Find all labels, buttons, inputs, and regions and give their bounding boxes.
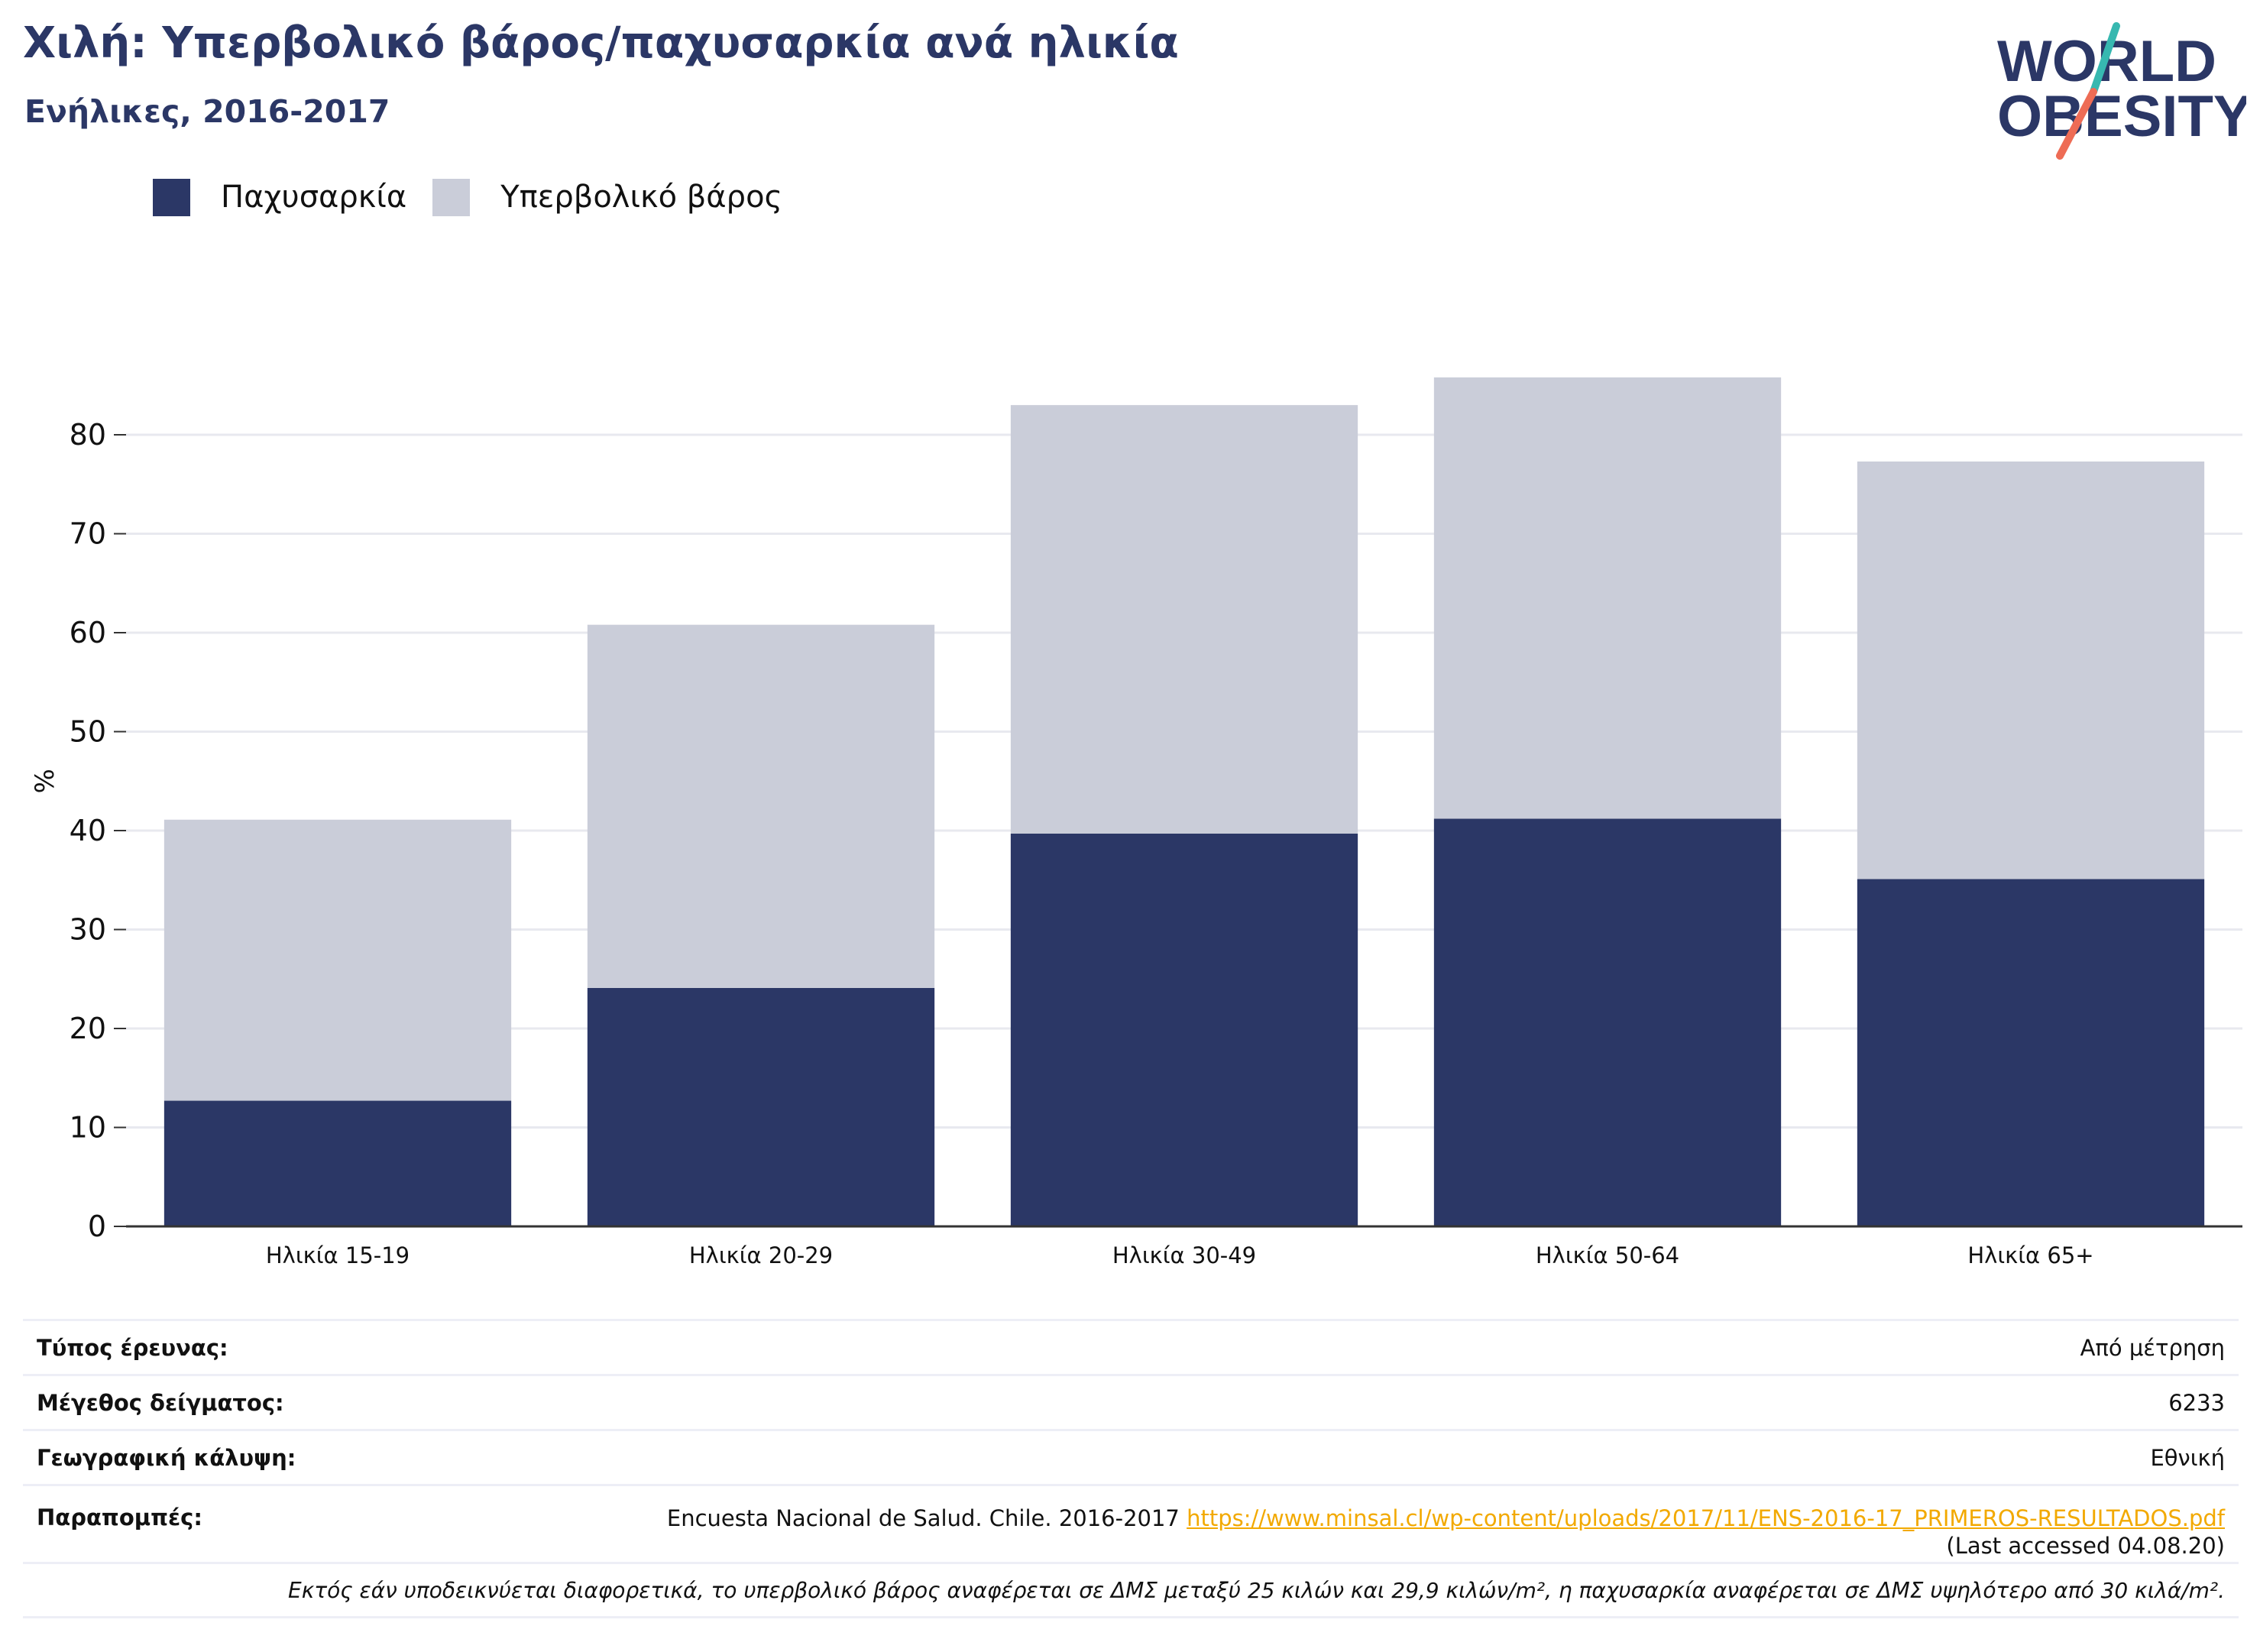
y-tick-label: 20 — [70, 1012, 106, 1045]
info-row-survey-type: Τύπος έρευνας: Από μέτρηση — [23, 1319, 2239, 1374]
stacked-bar-chart: 0 10 20 30 40 50 60 70 80% Ηλικία 15-19 Ηλικία 20-… — [30, 377, 2242, 1268]
y-tick-label: 80 — [70, 418, 106, 452]
bmi-definition-note: Εκτός εάν υποδεικνύεται διαφορετικά, το … — [288, 1577, 2225, 1603]
info-row-sample-size: Μέγεθος δείγματος: 6233 — [23, 1374, 2239, 1429]
bar-overweight — [587, 624, 935, 988]
y-tick-label: 30 — [70, 913, 106, 947]
y-tick-label: 50 — [70, 715, 106, 749]
info-row-note: Εκτός εάν υποδεικνύεται διαφορετικά, το … — [23, 1562, 2239, 1618]
y-tick-label: 70 — [70, 517, 106, 551]
bar-obesity — [587, 987, 935, 1226]
bar-overweight — [1857, 461, 2205, 879]
bar-overweight — [164, 819, 512, 1101]
logo-line-obesity: OBESITY — [1997, 84, 2246, 149]
x-tick-label: Ηλικία 20-29 — [689, 1242, 833, 1268]
bar-obesity — [164, 1100, 512, 1226]
bar-obesity — [1010, 833, 1358, 1226]
legend-item-overweight[interactable]: Υπερβολικό βάρος — [432, 178, 783, 216]
legend-label-overweight: Υπερβολικό βάρος — [500, 180, 783, 215]
bar-obesity — [1433, 818, 1782, 1226]
y-tick-label: 40 — [70, 814, 106, 847]
chart-legend: Παχυσαρκία Υπερβολικό βάρος — [153, 174, 808, 220]
logo-slash-coral — [2056, 88, 2097, 160]
legend-swatch-overweight — [432, 178, 471, 216]
x-tick-label: Ηλικία 50-64 — [1536, 1242, 1679, 1268]
survey-type-value: Από μέτρηση — [2080, 1334, 2225, 1361]
references-value: Encuesta Nacional de Salud. Chile. 2016-… — [667, 1505, 2225, 1560]
logo-slash-teal — [2090, 22, 2120, 96]
legend-item-obesity[interactable]: Παχυσαρκία — [153, 178, 407, 216]
world-obesity-logo: WORLD OBESITY — [1997, 22, 2246, 160]
references-link[interactable]: https://www.minsal.cl/wp-content/uploads… — [1187, 1505, 2225, 1531]
bar-overweight — [1433, 377, 1782, 819]
chart-subtitle: Ενήλικες, 2016-2017 — [24, 93, 390, 130]
info-table: Τύπος έρευνας: Από μέτρηση Μέγεθος δείγμ… — [23, 1319, 2239, 1618]
legend-label-obesity: Παχυσαρκία — [221, 180, 407, 215]
y-tick-label: 10 — [70, 1111, 106, 1145]
info-row-references: Παραπομπές: Encuesta Nacional de Salud. … — [23, 1484, 2239, 1562]
x-tick-label: Ηλικία 15-19 — [266, 1242, 410, 1268]
y-axis-label: % — [30, 769, 60, 793]
bar-overweight — [1010, 405, 1358, 834]
y-tick-label: 60 — [70, 616, 106, 649]
sample-size-label: Μέγεθος δείγματος: — [37, 1389, 284, 1416]
references-label: Παραπομπές: — [37, 1505, 202, 1531]
coverage-label: Γεωγραφική κάλυψη: — [37, 1444, 296, 1471]
references-text: Encuesta Nacional de Salud. Chile. 2016-… — [666, 1505, 1187, 1531]
info-row-coverage: Γεωγραφική κάλυψη: Εθνική — [23, 1429, 2239, 1484]
chart-title: Χιλή: Υπερβολικό βάρος/παχυσαρκία ανά ηλ… — [23, 18, 1179, 68]
sample-size-value: 6233 — [2168, 1389, 2225, 1416]
y-tick-label: 0 — [88, 1210, 106, 1243]
legend-swatch-obesity — [153, 178, 190, 216]
survey-type-label: Τύπος έρευνας: — [37, 1334, 228, 1361]
references-accessed: (Last accessed 04.08.20) — [1946, 1533, 2225, 1559]
coverage-value: Εθνική — [2150, 1444, 2225, 1471]
x-tick-label: Ηλικία 30-49 — [1112, 1242, 1256, 1268]
bar-obesity — [1857, 879, 2205, 1226]
x-tick-label: Ηλικία 65+ — [1967, 1242, 2093, 1268]
